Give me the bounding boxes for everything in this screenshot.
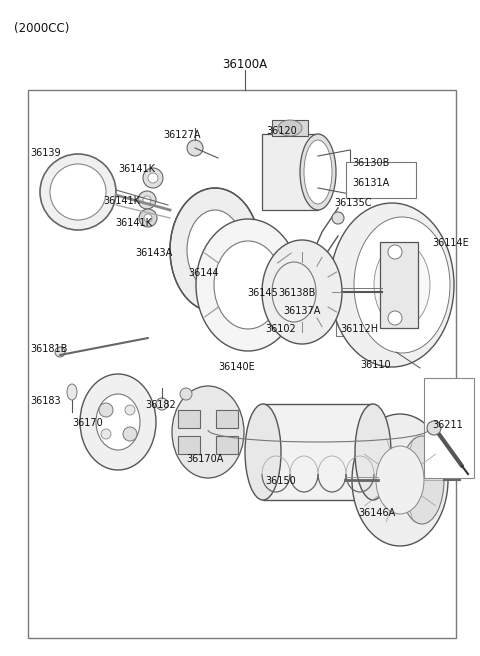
Bar xyxy=(346,162,416,198)
Bar xyxy=(262,134,318,210)
Text: 36100A: 36100A xyxy=(222,58,267,71)
Ellipse shape xyxy=(376,446,424,514)
Text: 36138B: 36138B xyxy=(278,288,315,298)
Ellipse shape xyxy=(388,245,402,259)
Ellipse shape xyxy=(272,134,308,210)
Bar xyxy=(216,436,238,454)
Text: 36141K: 36141K xyxy=(103,196,140,206)
Bar xyxy=(336,316,388,336)
Ellipse shape xyxy=(96,394,140,450)
Ellipse shape xyxy=(50,164,106,220)
Text: 36135C: 36135C xyxy=(334,198,372,208)
Ellipse shape xyxy=(352,414,448,546)
Text: 36102: 36102 xyxy=(265,324,296,334)
Text: 36141K: 36141K xyxy=(115,218,152,228)
Text: 36140E: 36140E xyxy=(218,362,255,372)
Ellipse shape xyxy=(139,209,157,227)
Ellipse shape xyxy=(346,320,358,332)
Ellipse shape xyxy=(278,120,302,136)
Ellipse shape xyxy=(304,140,332,204)
Ellipse shape xyxy=(352,304,360,312)
Text: 36145: 36145 xyxy=(247,288,278,298)
Bar xyxy=(28,90,456,638)
Ellipse shape xyxy=(138,191,156,209)
Ellipse shape xyxy=(374,243,430,327)
Ellipse shape xyxy=(172,386,244,478)
Ellipse shape xyxy=(80,374,156,470)
Text: (2000CC): (2000CC) xyxy=(14,22,70,35)
Text: 36182: 36182 xyxy=(145,400,176,410)
Ellipse shape xyxy=(156,398,168,410)
Ellipse shape xyxy=(427,421,441,435)
Ellipse shape xyxy=(355,404,391,500)
Ellipse shape xyxy=(335,291,345,301)
Ellipse shape xyxy=(99,403,113,417)
Bar xyxy=(424,378,474,478)
Ellipse shape xyxy=(143,196,151,204)
Text: 36146A: 36146A xyxy=(358,508,395,518)
Ellipse shape xyxy=(354,217,450,353)
Text: 36181B: 36181B xyxy=(30,344,67,354)
Ellipse shape xyxy=(143,168,163,188)
Ellipse shape xyxy=(330,286,350,306)
Bar xyxy=(178,410,200,428)
Ellipse shape xyxy=(214,241,282,329)
Ellipse shape xyxy=(125,405,135,415)
Bar xyxy=(216,410,238,428)
Text: 36127A: 36127A xyxy=(163,130,201,140)
Text: 36170: 36170 xyxy=(72,418,103,428)
Ellipse shape xyxy=(262,240,342,344)
Ellipse shape xyxy=(180,388,192,400)
Ellipse shape xyxy=(348,300,364,316)
Ellipse shape xyxy=(388,311,402,325)
Bar xyxy=(130,234,358,374)
Ellipse shape xyxy=(148,173,158,183)
Text: 36137A: 36137A xyxy=(283,306,320,316)
Text: 36131A: 36131A xyxy=(352,178,389,188)
Text: 36112H: 36112H xyxy=(340,324,378,334)
Text: 36110: 36110 xyxy=(360,360,391,370)
Text: 36170A: 36170A xyxy=(186,454,223,464)
Text: 36144: 36144 xyxy=(188,268,218,278)
Text: 36120: 36120 xyxy=(266,126,297,136)
Text: 36130B: 36130B xyxy=(352,158,389,168)
Text: 36150: 36150 xyxy=(265,476,296,486)
Text: 36143A: 36143A xyxy=(135,248,172,258)
Ellipse shape xyxy=(123,427,137,441)
Ellipse shape xyxy=(196,219,300,351)
Ellipse shape xyxy=(400,436,444,524)
Ellipse shape xyxy=(330,203,454,367)
Ellipse shape xyxy=(55,347,65,357)
Bar xyxy=(380,242,418,328)
Ellipse shape xyxy=(144,214,152,222)
Bar xyxy=(272,120,308,136)
Text: 36183: 36183 xyxy=(30,396,60,406)
Text: 36139: 36139 xyxy=(30,148,60,158)
Ellipse shape xyxy=(187,140,203,156)
Ellipse shape xyxy=(245,404,281,500)
Ellipse shape xyxy=(332,212,344,224)
Text: 36114E: 36114E xyxy=(432,238,469,248)
Bar xyxy=(263,404,373,500)
Text: 36141K: 36141K xyxy=(118,164,155,174)
Ellipse shape xyxy=(170,188,260,312)
Ellipse shape xyxy=(67,384,77,400)
Ellipse shape xyxy=(300,134,336,210)
Ellipse shape xyxy=(187,210,243,290)
Bar xyxy=(178,436,200,454)
Text: 36211: 36211 xyxy=(432,420,463,430)
Ellipse shape xyxy=(40,154,116,230)
Ellipse shape xyxy=(101,429,111,439)
Ellipse shape xyxy=(272,262,316,322)
